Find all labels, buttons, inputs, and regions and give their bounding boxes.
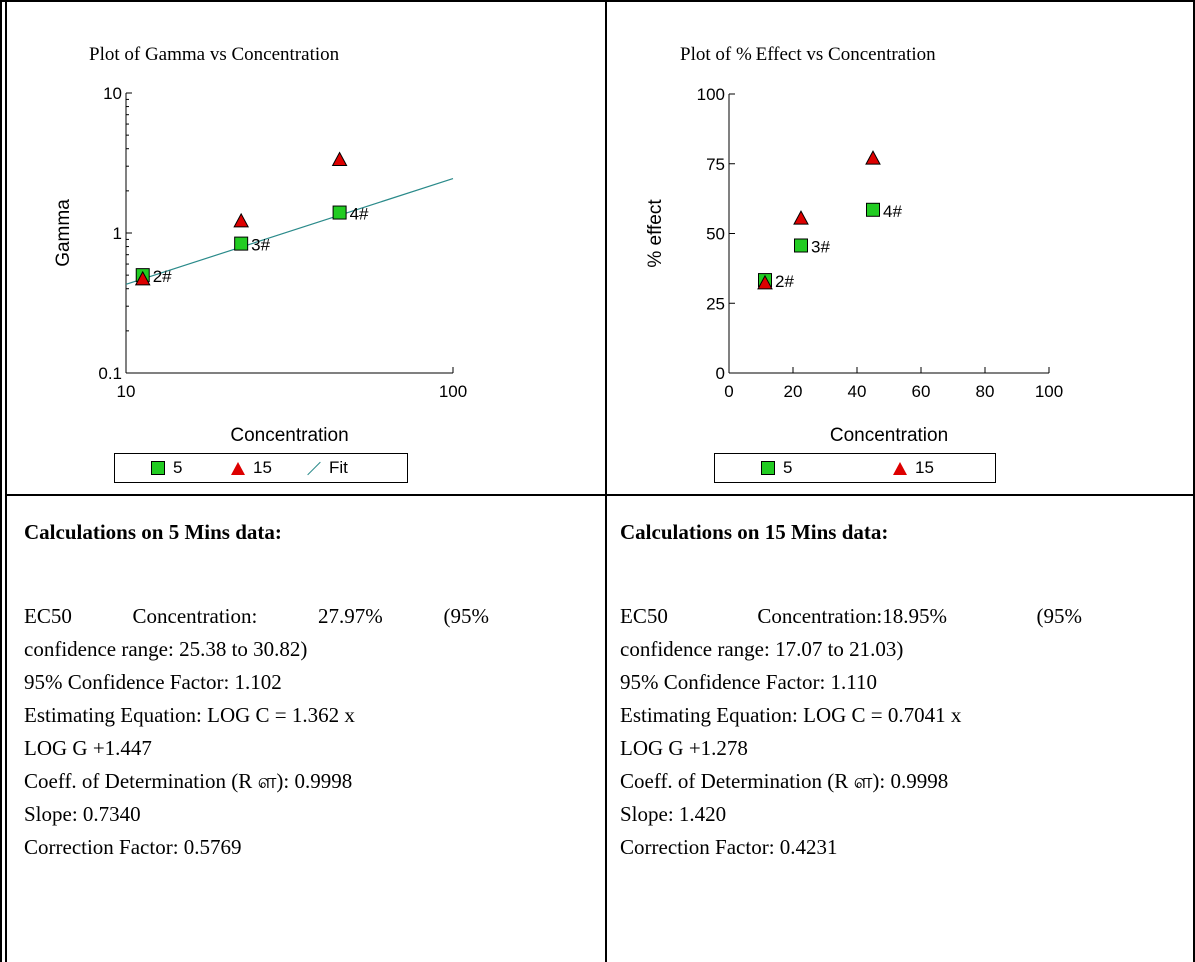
- calc-line: Correction Factor: 0.4231: [620, 835, 838, 859]
- y-tick-label: 1: [113, 224, 122, 243]
- data-point-triangle: [757, 274, 773, 290]
- chart-title: Plot of % Effect vs Concentration: [680, 44, 936, 65]
- x-tick-label: 20: [784, 382, 803, 401]
- ec50-concentration-label: Concentration:: [132, 604, 258, 628]
- point-label: 4#: [883, 202, 902, 221]
- y-axis-label: Gamma: [53, 199, 74, 267]
- y-tick-label: 0: [716, 364, 725, 383]
- triangle-marker-icon: [231, 461, 245, 475]
- calc-line: 95% Confidence Factor: 1.110: [620, 670, 877, 694]
- legend-label: 15: [915, 458, 934, 477]
- x-tick-label: 100: [1035, 382, 1063, 401]
- calc-heading: Calculations on 15 Mins data:: [620, 520, 889, 544]
- table-border-right: [1193, 0, 1195, 962]
- calc-heading: Calculations on 5 Mins data:: [24, 520, 282, 544]
- y-tick-label: 100: [697, 85, 725, 104]
- gamma-chart: 0.1 1 10 10 100 Concentration Gamma 2# 3# 4#: [53, 84, 467, 446]
- calc-cell-15min: Calculations on 15 Mins data: EC50 Conce…: [607, 496, 1193, 962]
- legend-item-15: 15: [231, 458, 272, 478]
- calc-line: LOG G +1.447: [24, 736, 152, 760]
- point-label: 4#: [350, 205, 369, 224]
- data-point-triangle: [793, 210, 809, 225]
- table-border-row-divider: [5, 494, 1195, 496]
- triangle-marker-icon: [893, 461, 907, 475]
- point-label: 3#: [811, 237, 830, 256]
- x-tick-label: 0: [724, 382, 733, 401]
- legend-label: Fit: [329, 458, 348, 477]
- data-point-square: [234, 236, 249, 251]
- square-marker-icon: [761, 461, 775, 475]
- x-tick-label: 60: [912, 382, 931, 401]
- ec50-confidence-open: (95%: [1036, 604, 1082, 628]
- calc-line: Correction Factor: 0.5769: [24, 835, 242, 859]
- line-marker-icon: [305, 460, 321, 476]
- table-border-middle: [605, 0, 607, 962]
- calc-line: 95% Confidence Factor: 1.102: [24, 670, 282, 694]
- y-tick-label: 75: [706, 155, 725, 174]
- legend-item-5: 5: [151, 458, 182, 478]
- effect-chart-cell: Plot of % Effect vs Concentration 0 25 50 7…: [607, 2, 1193, 494]
- data-point-square: [794, 238, 808, 253]
- ec50-concentration-value: Concentration:18.95%: [757, 604, 947, 628]
- table-border-left: [0, 0, 2, 962]
- data-point-square: [332, 205, 347, 220]
- gamma-chart-cell: Plot of Gamma vs Concentration 0.1 1 10 10 1…: [7, 2, 605, 494]
- ec50-line: EC50 Concentration:18.95% (95%: [620, 604, 1082, 629]
- point-label: 3#: [251, 236, 270, 255]
- ec50-label: EC50: [24, 604, 72, 628]
- ec50-value: 27.97%: [318, 604, 383, 628]
- calc-line: confidence range: 17.07 to 21.03): [620, 637, 904, 661]
- y-tick-label: 0.1: [98, 364, 122, 383]
- y-tick-label: 50: [706, 225, 725, 244]
- x-tick-label: 40: [848, 382, 867, 401]
- y-tick-label: 25: [706, 294, 725, 313]
- calc-line: Slope: 1.420: [620, 802, 727, 826]
- calc-line: confidence range: 25.38 to 30.82): [24, 637, 308, 661]
- legend-item-15: 15: [893, 458, 934, 478]
- calc-line: Coeff. of Determination (R ள): 0.9998: [24, 769, 353, 793]
- ec50-line: EC50 Concentration: 27.97% (95%: [24, 604, 489, 629]
- legend-label: 15: [253, 458, 272, 477]
- square-marker-icon: [151, 461, 165, 475]
- legend-label: 5: [783, 458, 793, 477]
- ec50-label: EC50: [620, 604, 668, 628]
- calc-line: LOG G +1.278: [620, 736, 748, 760]
- data-point-triangle: [865, 150, 881, 165]
- point-label: 2#: [153, 267, 172, 286]
- data-point-triangle: [134, 270, 151, 286]
- data-point-triangle: [331, 151, 348, 166]
- table-border-left-inner: [5, 0, 7, 962]
- effect-chart: 0 25 50 75 100 0 20 40 60 80 100 Concentration % eff…: [645, 85, 1063, 446]
- chart-title: Plot of Gamma vs Concentration: [89, 44, 340, 65]
- x-axis-label: Concentration: [230, 425, 348, 446]
- calc-line: Estimating Equation: LOG C = 0.7041 x: [620, 703, 962, 727]
- chart-legend: 5 15: [714, 453, 996, 483]
- fit-line: [125, 177, 454, 285]
- calc-line: Estimating Equation: LOG C = 1.362 x: [24, 703, 355, 727]
- calc-cell-5min: Calculations on 5 Mins data: EC50 Concen…: [7, 496, 605, 962]
- table-border-top: [0, 0, 1195, 2]
- legend-item-5: 5: [761, 458, 792, 478]
- chart-legend: 5 15 Fit: [114, 453, 408, 483]
- ec50-confidence-open: (95%: [443, 604, 489, 628]
- data-point-triangle: [233, 212, 250, 228]
- calc-line: Slope: 0.7340: [24, 802, 141, 826]
- y-tick-label: 10: [103, 84, 122, 103]
- legend-item-fit: Fit: [305, 458, 348, 478]
- x-tick-label: 100: [439, 382, 467, 401]
- point-label: 2#: [775, 272, 794, 291]
- calc-line: Coeff. of Determination (R ள): 0.9998: [620, 769, 949, 793]
- data-point-square: [866, 202, 880, 217]
- x-tick-label: 10: [117, 382, 136, 401]
- legend-label: 5: [173, 458, 183, 477]
- x-tick-label: 80: [976, 382, 995, 401]
- x-axis-label: Concentration: [830, 425, 948, 446]
- y-axis-label: % effect: [645, 199, 666, 268]
